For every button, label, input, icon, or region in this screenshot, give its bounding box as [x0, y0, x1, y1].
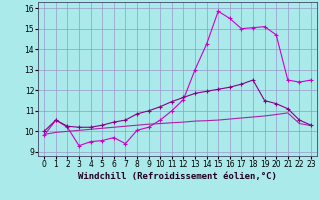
- X-axis label: Windchill (Refroidissement éolien,°C): Windchill (Refroidissement éolien,°C): [78, 172, 277, 181]
